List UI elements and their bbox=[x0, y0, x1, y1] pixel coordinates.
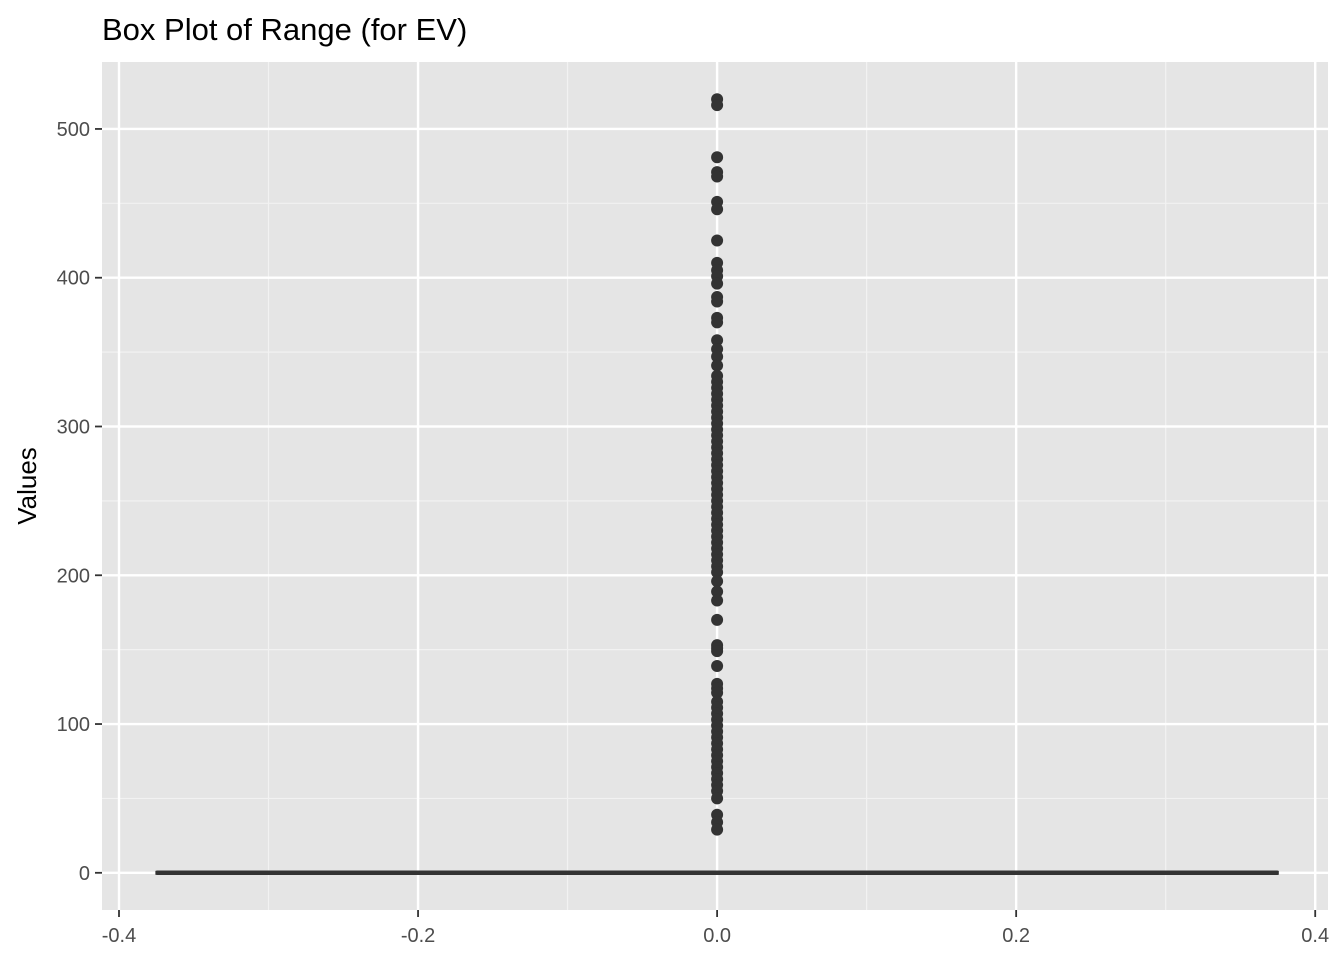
x-tick-label: 0.0 bbox=[703, 925, 731, 947]
y-tick-label: 500 bbox=[57, 119, 90, 141]
outlier-point bbox=[711, 585, 724, 598]
box bbox=[155, 870, 1279, 876]
outlier-point bbox=[711, 686, 724, 699]
x-axis: -0.4 -0.2 0.0 0.2 0.4 bbox=[102, 910, 1329, 947]
outlier-point bbox=[711, 277, 724, 290]
outlier-point bbox=[711, 203, 724, 216]
y-tick-label: 300 bbox=[57, 416, 90, 438]
chart-title: Box Plot of Range (for EV) bbox=[102, 12, 467, 47]
outlier-point bbox=[711, 823, 724, 836]
y-tick-label: 0 bbox=[79, 863, 90, 885]
outlier-point bbox=[711, 334, 724, 347]
outlier-point bbox=[711, 645, 724, 658]
y-axis-label: Values bbox=[12, 447, 42, 525]
outlier-points bbox=[711, 93, 724, 836]
outlier-point bbox=[711, 575, 724, 588]
y-tick-label: 200 bbox=[57, 565, 90, 587]
outlier-point bbox=[711, 295, 724, 308]
outlier-point bbox=[711, 613, 724, 626]
outlier-point bbox=[711, 594, 724, 607]
outlier-point bbox=[711, 170, 724, 183]
y-tick-label: 400 bbox=[57, 268, 90, 290]
outlier-point bbox=[711, 151, 724, 164]
y-tick-label: 100 bbox=[57, 714, 90, 736]
x-tick-label: -0.4 bbox=[102, 925, 136, 947]
x-tick-label: -0.2 bbox=[401, 925, 435, 947]
outlier-point bbox=[711, 660, 724, 673]
outlier-point bbox=[711, 359, 724, 372]
outlier-point bbox=[711, 316, 724, 329]
x-tick-label: 0.4 bbox=[1301, 925, 1329, 947]
outlier-point bbox=[711, 99, 724, 112]
outlier-point bbox=[711, 234, 724, 247]
outlier-point bbox=[711, 792, 724, 805]
outlier-point bbox=[711, 566, 724, 579]
y-axis: 0 100 200 300 400 500 bbox=[57, 119, 102, 885]
x-tick-label: 0.2 bbox=[1002, 925, 1030, 947]
outlier-point bbox=[711, 350, 724, 363]
